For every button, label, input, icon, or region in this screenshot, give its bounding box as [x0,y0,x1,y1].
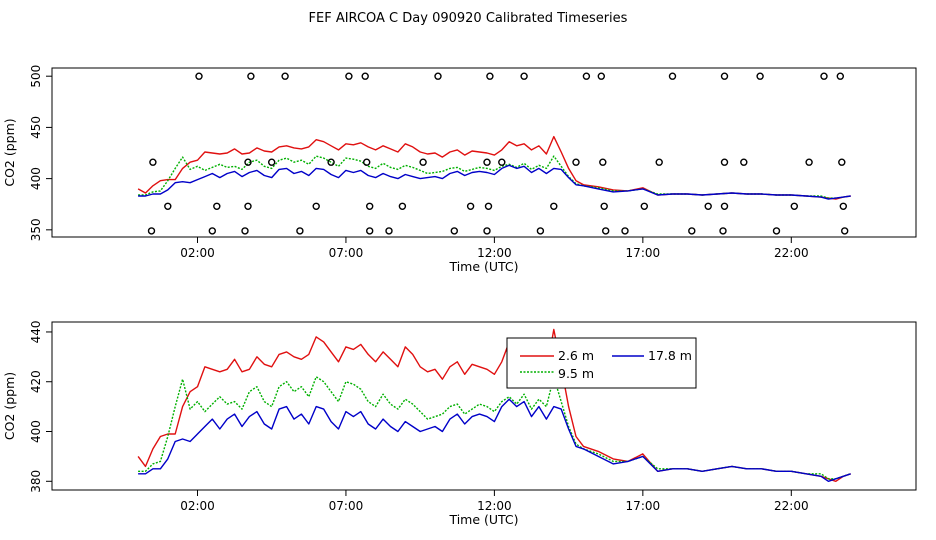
calibration-point [147,227,156,235]
calibration-point [520,72,528,80]
calibration-point [419,158,427,166]
bottom-x-axis-label: Time (UTC) [448,512,518,527]
calibration-point [244,202,252,211]
calibration-point [600,202,608,211]
calibration-point [361,72,369,80]
top-y-tick-label: 350 [29,218,43,241]
calibration-point [466,202,475,211]
calibration-point [640,202,648,211]
calibration-point [398,202,407,211]
calibration-point [668,72,677,80]
bottom-x-tick-label: 12:00 [477,499,512,513]
calibration-point [841,227,849,235]
legend: 2.6 m 9.5 m 17.8 m [506,337,697,389]
bottom-y-tick-label: 380 [29,470,43,493]
calibration-point [312,202,320,211]
calibration-point [582,72,591,80]
bottom-series-line-2.6m [137,328,851,482]
calibration-point [838,158,846,166]
calibration-point [720,202,729,211]
top-x-axis-label: Time (UTC) [448,259,518,274]
calibration-point [296,227,304,235]
top-series-line-2.6m [137,135,851,200]
calibration-point [498,158,506,166]
top-y-tick-label: 400 [29,167,43,190]
bottom-y-tick-label: 420 [29,370,43,393]
calibration-point [572,158,580,166]
top-y-tick-label: 450 [29,116,43,139]
bottom-x-tick-label: 07:00 [329,499,364,513]
legend-label-2.6m: 2.6 m [558,348,594,363]
calibration-point [805,158,813,166]
calibration-point [327,158,335,166]
bottom-y-tick-label: 440 [29,321,43,344]
calibration-point [790,202,798,211]
top-y-axis-label: CO2 (ppm) [2,118,17,186]
calibration-point [213,202,221,211]
top-x-tick-label: 22:00 [774,246,809,260]
calibration-point [268,158,276,166]
top-x-tick-label: 17:00 [626,246,661,260]
legend-box [506,337,697,389]
calibration-point [704,202,712,211]
calibration-point [363,158,371,166]
calibration-point [149,158,157,166]
bottom-y-axis-label: CO2 (ppm) [2,372,17,440]
top-y-tick-label: 500 [29,65,43,88]
calibration-point [366,227,374,235]
calibration-point [597,72,605,80]
calibration-point [720,158,729,166]
calibration-point [621,227,629,235]
calibration-point [756,72,764,80]
calibration-point [839,202,847,211]
bottom-y-tick-label: 400 [29,420,43,443]
bottom-series-line-9.5m [138,376,851,480]
calibration-point [244,158,252,166]
calibration-point [483,158,491,166]
calibration-point [483,227,491,235]
legend-label-17.8m: 17.8 m [648,348,692,363]
figure-title: FEF AIRCOA C Day 090920 Calibrated Times… [309,11,628,26]
calibration-point [366,202,374,211]
calibration-point [740,158,748,166]
bottom-x-tick-label: 17:00 [626,499,661,513]
calibration-point [720,72,729,80]
calibration-point [208,227,217,235]
calibration-point [536,227,545,235]
calibration-point [655,158,663,166]
calibration-point [599,158,607,166]
bottom-series-line-17.8m [138,398,851,482]
top-series-line-17.8m [138,164,851,200]
calibration-point [486,72,494,80]
calibration-point [247,72,255,80]
calibration-point [820,72,828,80]
calibration-point [719,227,727,235]
calibration-point [164,202,172,211]
top-chart-panel: 02:00 07:00 12:00 17:00 22:00 Time (UTC) 350 40… [2,65,917,274]
calibration-point [484,202,493,211]
top-x-tick-label: 07:00 [329,246,364,260]
calibration-point [688,227,696,235]
calibration-point [772,227,781,235]
top-x-tick-label: 02:00 [180,246,215,260]
calibration-point [241,227,249,235]
calibration-point [345,72,353,80]
calibration-point [550,202,558,211]
bottom-chart-panel: 02:00 07:00 12:00 17:00 22:00 Time (UTC) 380 40… [2,321,917,527]
bottom-x-tick-label: 02:00 [180,499,215,513]
calibration-point [281,72,289,80]
legend-label-9.5m: 9.5 m [558,366,594,381]
calibration-point [836,72,844,80]
bottom-x-tick-label: 22:00 [774,499,809,513]
calibration-point [450,227,458,235]
top-x-tick-label: 12:00 [477,246,512,260]
calibration-point [195,72,203,80]
calibration-point [602,227,610,235]
calibration-point [434,72,442,80]
calibration-point [385,227,393,235]
